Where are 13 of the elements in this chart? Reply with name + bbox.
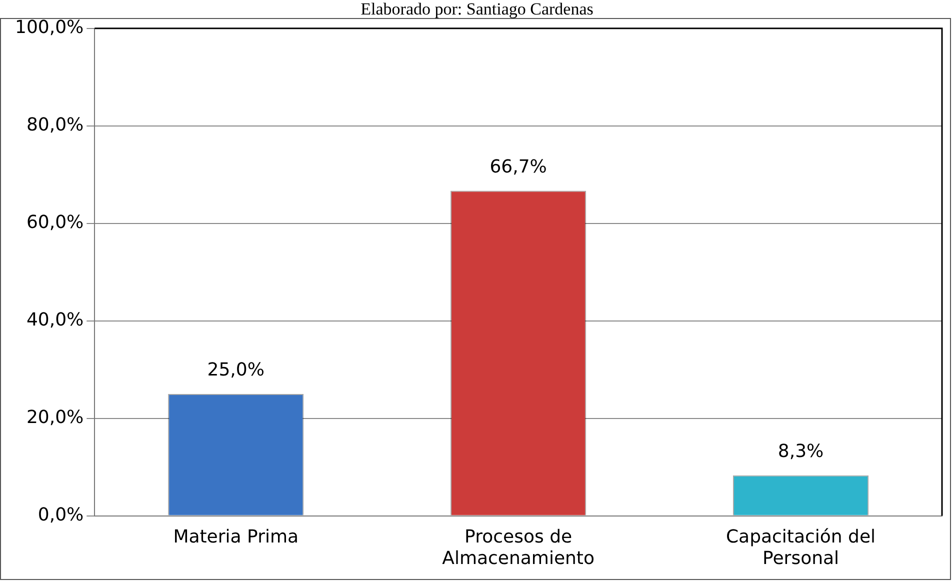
- data-label: 66,7%: [490, 156, 547, 178]
- x-tick-label: Procesos de Almacenamiento: [442, 526, 595, 569]
- chart-title: Elaborado por: Santiago Cardenas: [360, 0, 594, 19]
- y-tick-label: 20,0%: [26, 406, 84, 428]
- y-tick-label: 80,0%: [26, 114, 84, 136]
- data-label: 8,3%: [778, 441, 824, 462]
- y-tick-label: 0,0%: [38, 504, 84, 526]
- x-tick-label: Capacitación del Personal: [726, 526, 876, 569]
- y-tick-label: 40,0%: [26, 310, 84, 331]
- y-tick-label: 100,0%: [14, 17, 84, 38]
- y-tick-label: 60,0%: [26, 212, 84, 234]
- data-label: 25,0%: [207, 360, 264, 381]
- x-tick-label: Materia Prima: [173, 526, 299, 548]
